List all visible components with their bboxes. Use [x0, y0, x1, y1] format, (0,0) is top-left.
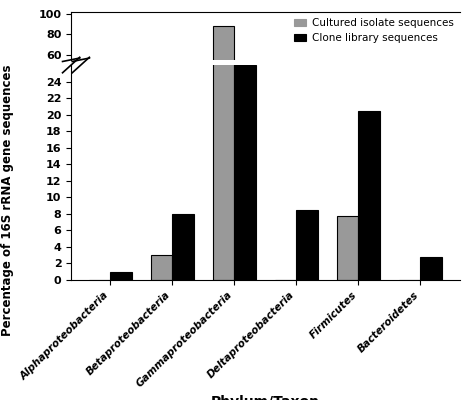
Bar	[235, 65, 256, 280]
Bar	[110, 115, 132, 116]
Bar	[151, 255, 173, 280]
Bar	[420, 113, 442, 116]
Bar	[337, 108, 358, 116]
X-axis label: Phylum/Taxon: Phylum/Taxon	[211, 395, 320, 400]
Bar	[110, 272, 132, 280]
Text: Percentage of 16S rRNA gene sequences: Percentage of 16S rRNA gene sequences	[0, 64, 14, 336]
Bar	[213, 0, 235, 280]
Bar	[337, 216, 358, 280]
Bar	[296, 210, 318, 280]
Bar	[151, 113, 173, 116]
Bar	[420, 257, 442, 280]
Bar	[296, 107, 318, 116]
Bar	[173, 108, 194, 116]
Bar	[213, 26, 235, 116]
Bar	[358, 95, 380, 116]
Bar	[235, 89, 256, 116]
Bar	[173, 214, 194, 280]
Legend: Cultured isolate sequences, Clone library sequences: Cultured isolate sequences, Clone librar…	[290, 14, 458, 48]
Bar	[358, 110, 380, 280]
